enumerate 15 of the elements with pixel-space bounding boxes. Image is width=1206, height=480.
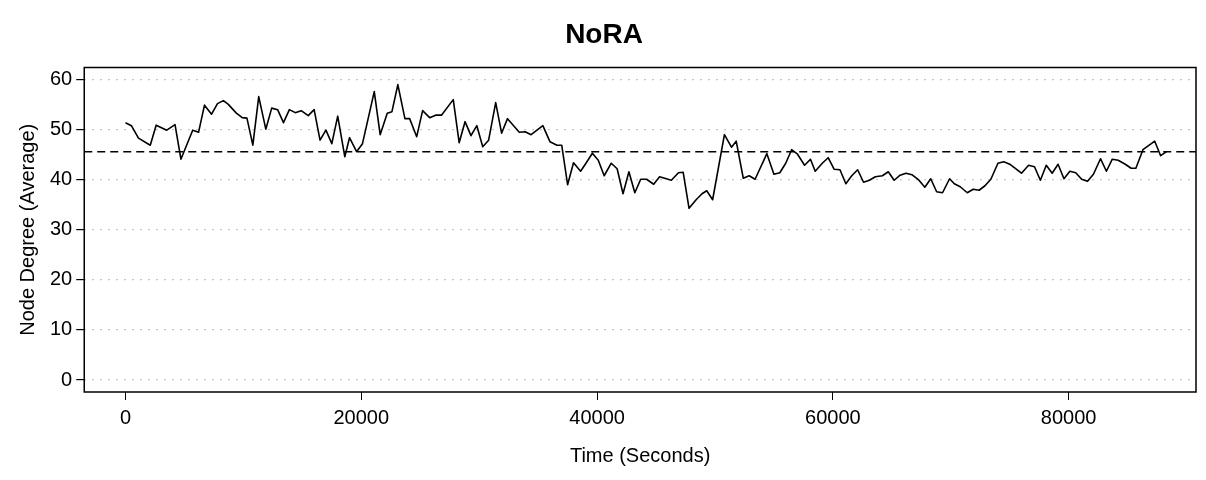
y-tick-label: 50: [50, 117, 73, 140]
y-tick-label: 60: [50, 67, 73, 90]
y-tick-label: 10: [50, 317, 73, 340]
y-tick-label: 20: [50, 267, 73, 290]
y-axis-title: Node Degree (Average): [15, 123, 38, 336]
x-tick-label: 0: [119, 405, 132, 428]
x-axis-title: Time (Seconds): [569, 443, 711, 466]
chart-title: NoRA: [565, 17, 643, 49]
y-tick-label: 40: [50, 167, 73, 190]
y-tick-label: 0: [61, 367, 73, 390]
y-tick-label: 30: [50, 217, 73, 240]
x-tick-label: 20000: [333, 405, 390, 428]
x-tick-label: 80000: [1040, 405, 1097, 428]
x-tick-label: 60000: [805, 405, 861, 428]
x-tick-label: 40000: [569, 405, 625, 428]
